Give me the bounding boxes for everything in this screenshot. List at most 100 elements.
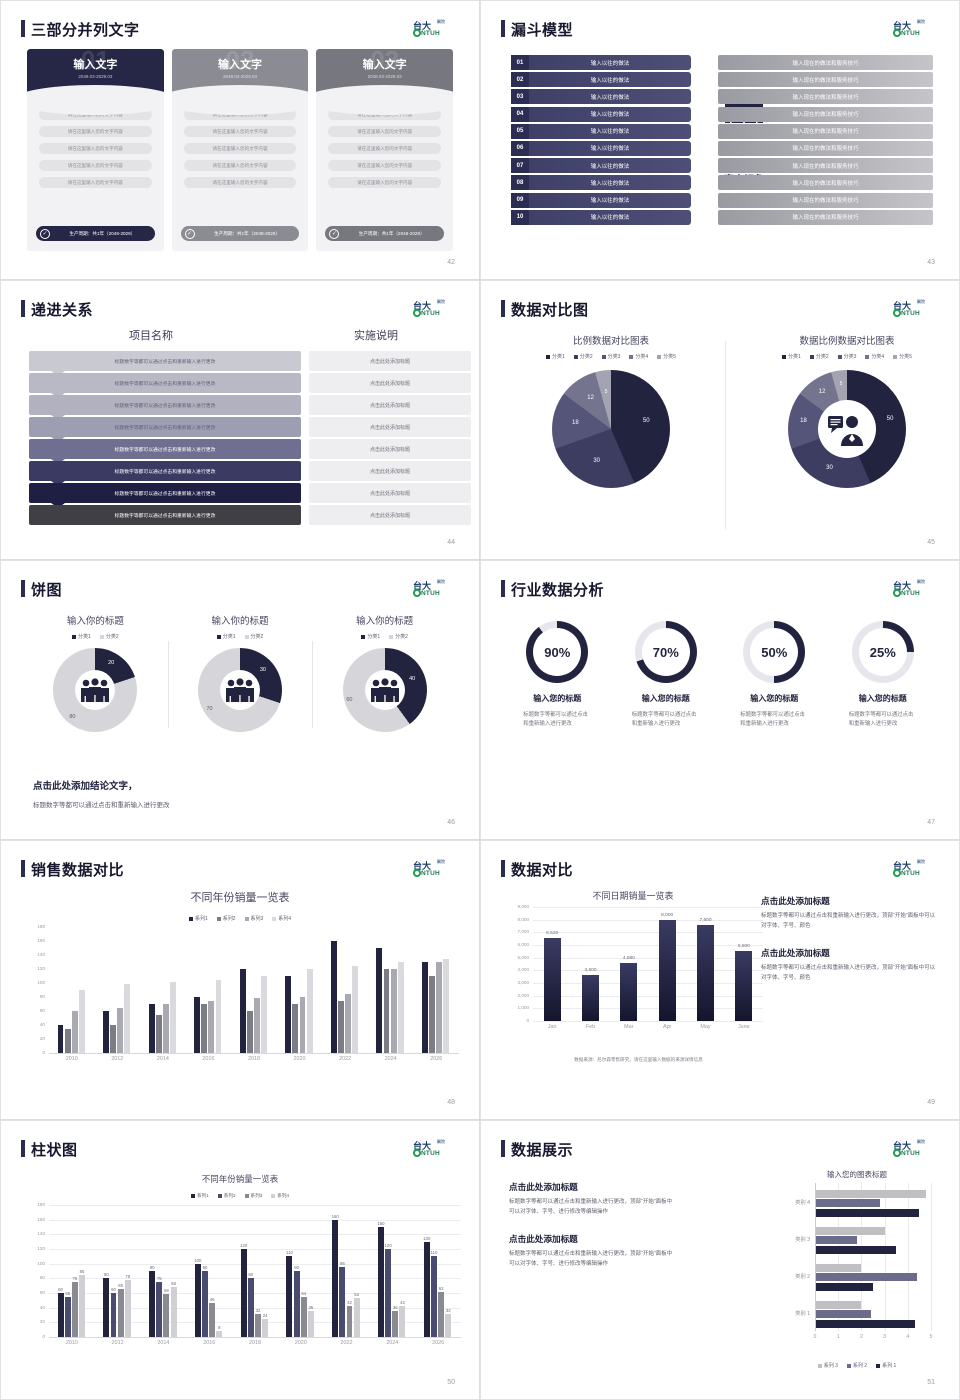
bar-value-label: 80 — [248, 1272, 254, 1278]
funnel-right-label[interactable]: 输入现在的做法和服务技巧 — [718, 158, 933, 174]
legend-label: 分类5 — [899, 354, 912, 360]
title-accent-bar — [21, 300, 25, 317]
list-item[interactable]: 请在这里输入您的文字内容 — [39, 177, 152, 188]
list-item[interactable]: 请在这里输入您的文字内容 — [39, 160, 152, 171]
bar — [215, 979, 222, 1053]
page-title: 行业数据分析 — [511, 582, 605, 599]
people-group-icon — [81, 678, 110, 702]
grid-line — [533, 957, 763, 959]
funnel-right-label[interactable]: 输入现在的做法和服务技巧 — [718, 123, 933, 139]
card-date: 2048.03-2029.03 — [222, 74, 258, 79]
list-item[interactable]: 请在这里输入您的文字内容 — [328, 143, 442, 154]
funnel-row[interactable]: 05 输入以往的做法 — [511, 123, 691, 139]
progression-label: 标题数字等都可以通过点击和重新输入进行更改 — [114, 513, 216, 519]
funnel-right-label[interactable]: 输入现在的做法和服务技巧 — [718, 55, 933, 70]
bar-value-label: 68 — [171, 1281, 176, 1287]
funnel-row[interactable]: 07 输入以往的做法 — [511, 158, 691, 174]
legend-swatch — [573, 354, 578, 359]
chart-title: 不同年份销量一览表 — [190, 892, 290, 904]
legend-label: 分类1 — [552, 354, 565, 360]
y-axis-tick: 5,000 — [517, 954, 530, 960]
donut-chart: 30 70 — [198, 648, 282, 732]
logo-en: NTUH — [421, 590, 440, 597]
bar — [286, 1256, 293, 1337]
funnel-row[interactable]: 02 输入以往的做法 — [511, 72, 691, 88]
funnel-row[interactable]: 01 输入以往的做法 — [511, 55, 691, 70]
bar — [735, 951, 753, 1021]
list-item[interactable]: 请在这里输入您的文字内容 — [183, 126, 297, 137]
funnel-row[interactable]: 09 输入以往的做法 — [511, 192, 691, 208]
funnel-row[interactable]: 08 输入以往的做法 — [511, 175, 691, 191]
description-row[interactable]: 点击此处添加标题 — [309, 505, 471, 525]
y-axis-tick: 140 — [37, 1231, 45, 1237]
bar — [430, 1256, 437, 1337]
title-accent-bar — [21, 20, 25, 37]
funnel-row[interactable]: 10 输入以往的做法 — [511, 209, 691, 225]
card-heading: 输入文字 — [218, 59, 262, 71]
description-row[interactable]: 点击此处添加标题 — [309, 461, 471, 481]
logo-sub: 醫院 — [437, 859, 445, 864]
funnel-row[interactable]: 04 输入以往的做法 — [511, 106, 691, 122]
funnel-right-label[interactable]: 输入现在的做法和服务技巧 — [718, 72, 933, 88]
description-row[interactable]: 点击此处添加标题 — [309, 417, 471, 437]
progression-row[interactable]: 标题数字等都可以通过点击和重新输入进行更改 — [29, 417, 301, 442]
logo-dot-icon — [413, 29, 421, 37]
info-card: 01 输入文字 2048.03-2029.03 请在这里输入您的文字内容 请在这里输入您… — [27, 49, 164, 251]
card-pill-list: 请在这里输入您的文字内容 请在这里输入您的文字内容 请在这里输入您的文字内容 请在这里… — [316, 109, 453, 188]
y-axis-tick: 20 — [39, 1319, 45, 1325]
chart-legend: 分类1 分类2 — [23, 633, 168, 640]
legend-swatch — [72, 634, 77, 639]
list-item[interactable]: 请在这里输入您的文字内容 — [39, 143, 152, 154]
list-item[interactable]: 请在这里输入您的文字内容 — [183, 160, 297, 171]
funnel-right-label[interactable]: 输入现在的做法和服务技巧 — [718, 175, 933, 191]
list-item[interactable]: 请在这里输入您的文字内容 — [183, 177, 297, 188]
legend-swatch — [657, 354, 662, 359]
progression-row[interactable]: 标题数字等都可以通过点击和重新输入进行更改 — [29, 505, 301, 525]
y-axis-tick: 0 — [42, 1334, 45, 1339]
funnel-right-label[interactable]: 输入现在的做法和服务技巧 — [718, 192, 933, 208]
legend-item: 系列1 — [191, 1193, 209, 1199]
funnel-row[interactable]: 06 输入以往的做法 — [511, 140, 691, 156]
progression-row[interactable]: 标题数字等都可以通过点击和重新输入进行更改 — [29, 373, 301, 398]
description-row[interactable]: 点击此处添加标题 — [309, 373, 471, 393]
card-header: 03 输入文字 2048.03-2029.03 — [316, 49, 454, 115]
conclusion-heading: 点击此处添加结论文字， — [33, 781, 138, 792]
y-axis-tick: 类别 1 — [795, 1310, 810, 1317]
description-row[interactable]: 点击此处添加标题 — [309, 483, 471, 503]
list-item[interactable]: 请在这里输入您的文字内容 — [328, 160, 442, 171]
legend-swatch — [837, 354, 842, 359]
list-item[interactable]: 请在这里输入您的文字内容 — [328, 177, 442, 188]
list-item[interactable]: 请在这里输入您的文字内容 — [39, 126, 152, 137]
progression-row[interactable]: 标题数字等都可以通过点击和重新输入进行更改 — [29, 439, 301, 464]
progression-row[interactable]: 标题数字等都可以通过点击和重新输入进行更改 — [29, 461, 301, 486]
legend-label: 分类1 — [367, 634, 381, 640]
funnel-label: 输入以往的做法 — [529, 209, 691, 225]
title-accent-bar — [501, 860, 505, 877]
description-list: 点击此处添加标题 点击此处添加标题 点击此处添加标题 点击此处添加标题 点击此处添加标题… — [309, 351, 471, 527]
page-number: 49 — [927, 1099, 935, 1106]
description-row[interactable]: 点击此处添加标题 — [309, 439, 471, 459]
y-axis-tick: 0 — [526, 1018, 529, 1023]
funnel-label: 输入以往的做法 — [529, 106, 691, 122]
progression-row[interactable]: 标题数字等都可以通过点击和重新输入进行更改 — [29, 483, 301, 508]
bar — [240, 1249, 247, 1337]
title-accent-bar — [501, 1140, 505, 1157]
text-blocks: 点击此处添加标题 标题数字等都可以通过点击和重新输入进行更改，顶部“开始”面板中可… — [509, 1181, 677, 1269]
progression-row[interactable]: 标题数字等都可以通过点击和重新输入进行更改 — [29, 351, 301, 376]
funnel-right-label[interactable]: 输入现在的做法和服务技巧 — [718, 89, 933, 105]
bar-value-label: 60 — [58, 1287, 63, 1292]
funnel-right-label[interactable]: 输入现在的做法和服务技巧 — [718, 209, 933, 225]
funnel-right-label[interactable]: 输入现在的做法和服务技巧 — [718, 140, 933, 156]
list-item[interactable]: 请在这里输入您的文字内容 — [328, 126, 442, 137]
progression-row[interactable]: 标题数字等都可以通过点击和重新输入进行更改 — [29, 395, 301, 420]
funnel-right-label[interactable]: 输入现在的做法和服务技巧 — [718, 106, 933, 122]
description-row[interactable]: 点击此处添加标题 — [309, 395, 471, 415]
pie-slice-label: 5 — [839, 381, 843, 388]
funnel-row[interactable]: 03 输入以往的做法 — [511, 89, 691, 105]
x-axis-tick: 2022 — [339, 1056, 352, 1062]
title-accent-bar — [21, 860, 25, 877]
description-row[interactable]: 点击此处添加标题 — [309, 351, 471, 371]
ring-title: 输入您的标题 — [641, 694, 690, 703]
list-item[interactable]: 请在这里输入您的文字内容 — [183, 143, 297, 154]
funnel-index: 02 — [511, 72, 529, 88]
